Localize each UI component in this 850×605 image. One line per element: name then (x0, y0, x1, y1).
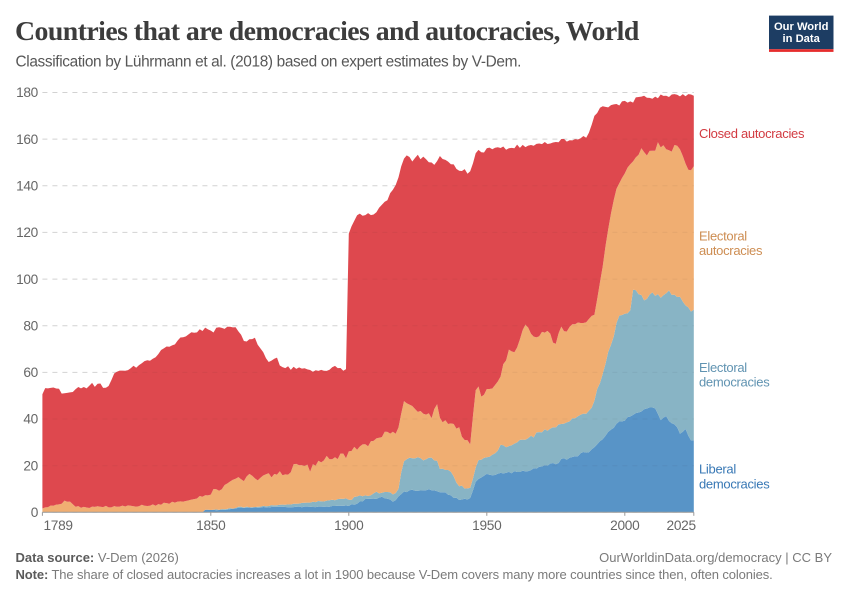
svg-text:democracies: democracies (699, 375, 770, 390)
svg-text:Electoral: Electoral (699, 228, 747, 243)
svg-text:autocracies: autocracies (699, 243, 763, 258)
svg-text:democracies: democracies (699, 476, 770, 491)
svg-text:0: 0 (31, 505, 39, 520)
svg-text:Note: The share of closed auto: Note: The share of closed autocracies in… (16, 567, 773, 582)
svg-text:1789: 1789 (44, 518, 73, 533)
svg-text:Electoral: Electoral (699, 360, 747, 375)
svg-text:140: 140 (16, 179, 39, 194)
svg-text:Closed autocracies: Closed autocracies (699, 126, 805, 141)
svg-text:Countries that are democracies: Countries that are democracies and autoc… (15, 16, 640, 47)
svg-text:OurWorldinData.org/democracy |: OurWorldinData.org/democracy | CC BY (599, 550, 832, 565)
svg-text:Our World: Our World (774, 21, 829, 33)
svg-text:60: 60 (23, 365, 38, 380)
svg-text:1850: 1850 (196, 518, 226, 533)
svg-text:80: 80 (23, 318, 38, 333)
svg-text:100: 100 (16, 272, 39, 287)
svg-text:1900: 1900 (334, 518, 364, 533)
svg-text:2025: 2025 (667, 518, 697, 533)
svg-text:1950: 1950 (472, 518, 502, 533)
svg-text:Data source: V-Dem (2026): Data source: V-Dem (2026) (16, 550, 179, 565)
svg-text:160: 160 (16, 132, 39, 147)
svg-text:in Data: in Data (783, 33, 821, 45)
svg-text:180: 180 (16, 85, 39, 100)
svg-text:40: 40 (23, 412, 38, 427)
svg-text:2000: 2000 (610, 518, 640, 533)
svg-text:Liberal: Liberal (699, 462, 736, 477)
svg-text:20: 20 (23, 458, 38, 473)
svg-text:Classification by Lührmann et: Classification by Lührmann et al. (2018)… (16, 54, 522, 71)
svg-text:120: 120 (16, 225, 39, 240)
